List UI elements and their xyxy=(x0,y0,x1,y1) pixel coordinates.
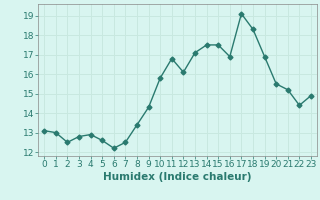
X-axis label: Humidex (Indice chaleur): Humidex (Indice chaleur) xyxy=(103,172,252,182)
